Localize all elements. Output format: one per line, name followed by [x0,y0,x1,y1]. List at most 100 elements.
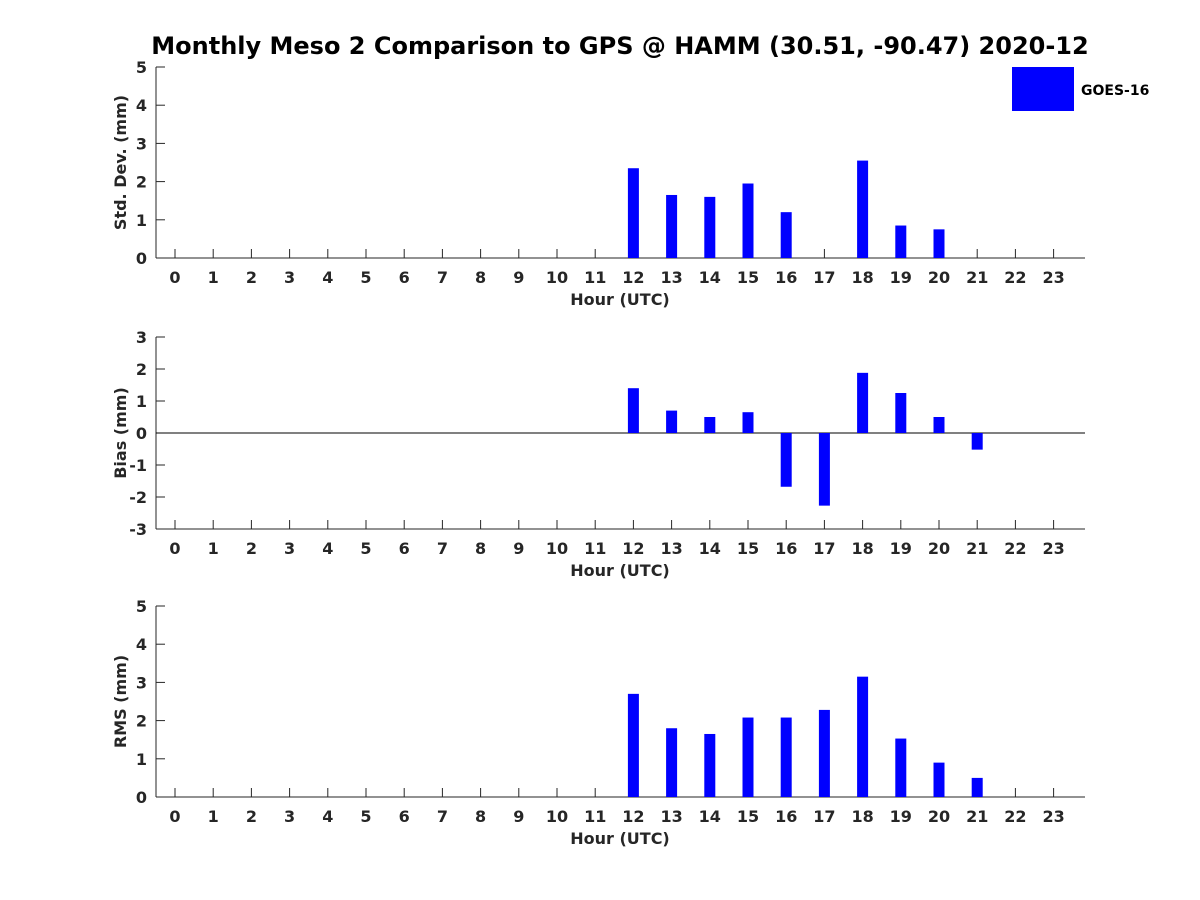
rms-bar-15 [742,717,754,797]
rms-y-tick-label: 2 [136,712,147,731]
stddev-bar-15 [742,183,754,258]
stddev-x-tick-label: 20 [928,268,950,287]
bias-x-tick-label: 4 [322,539,333,558]
rms-x-tick-label: 15 [737,807,759,826]
bias-x-tick-label: 3 [284,539,295,558]
rms-bar-20 [933,762,945,797]
rms-x-tick-label: 19 [890,807,912,826]
stddev-x-tick-label: 7 [437,268,448,287]
stddev-bar-20 [933,229,945,258]
bias-x-tick-label: 12 [622,539,644,558]
rms-bar-13 [666,728,678,797]
rms-x-tick-label: 6 [399,807,410,826]
bias-bar-12 [627,388,639,433]
bias-x-tick-label: 10 [546,539,568,558]
bias-y-tick-label: -1 [129,456,147,475]
figure-title: Monthly Meso 2 Comparison to GPS @ HAMM … [151,32,1088,60]
bias-x-tick-label: 22 [1004,539,1026,558]
stddev-bar-13 [666,194,678,258]
bias-bar-17 [818,433,830,506]
rms-x-tick-label: 22 [1004,807,1026,826]
stddev-x-tick-label: 8 [475,268,486,287]
rms-bar-19 [895,738,907,797]
bias-bar-21 [971,433,983,450]
rms-x-tick-label: 21 [966,807,988,826]
legend-label: GOES-16 [1081,83,1149,99]
rms-x-tick-label: 2 [246,807,257,826]
rms-y-tick-label: 5 [136,597,147,616]
stddev-x-tick-label: 13 [660,268,682,287]
rms-x-tick-label: 3 [284,807,295,826]
rms-x-tick-label: 0 [169,807,180,826]
legend: GOES-16 [1012,67,1149,111]
stddev-y-tick-label: 0 [136,249,147,268]
stddev-x-tick-label: 9 [513,268,524,287]
stddev-x-tick-label: 12 [622,268,644,287]
bias-x-tick-label: 6 [399,539,410,558]
stddev-y-tick-label: 2 [136,173,147,192]
bias-x-tick-label: 9 [513,539,524,558]
rms-x-tick-label: 9 [513,807,524,826]
stddev-x-tick-label: 22 [1004,268,1026,287]
bias-x-tick-label: 20 [928,539,950,558]
bias-x-tick-label: 0 [169,539,180,558]
rms-x-tick-label: 10 [546,807,568,826]
stddev-x-tick-label: 21 [966,268,988,287]
stddev-x-tick-label: 14 [699,268,721,287]
bias-y-tick-label: -2 [129,488,147,507]
bias-x-tick-label: 18 [851,539,873,558]
bias-y-label: Bias (mm) [111,387,130,479]
rms-x-tick-label: 11 [584,807,606,826]
bias-x-tick-label: 16 [775,539,797,558]
bias-x-tick-label: 15 [737,539,759,558]
stddev-x-tick-label: 18 [851,268,873,287]
stddev-bar-14 [704,196,716,258]
rms-x-tick-label: 1 [208,807,219,826]
rms-bar-18 [857,676,869,797]
rms-x-tick-label: 4 [322,807,333,826]
bias-x-tick-label: 8 [475,539,486,558]
bias-y-tick-label: -3 [129,520,147,539]
bias-x-tick-label: 21 [966,539,988,558]
rms-bar-12 [627,693,639,797]
stddev-x-tick-label: 16 [775,268,797,287]
stddev-x-tick-label: 23 [1042,268,1064,287]
stddev-bar-18 [857,160,869,258]
bias-bar-13 [666,410,678,433]
bias-y-tick-label: 2 [136,360,147,379]
rms-x-tick-label: 7 [437,807,448,826]
rms-x-tick-label: 13 [660,807,682,826]
stddev-x-tick-label: 3 [284,268,295,287]
rms-bar-16 [780,717,792,797]
rms-y-tick-label: 0 [136,788,147,807]
rms-bar-17 [818,709,830,797]
rms-x-tick-label: 16 [775,807,797,826]
bias-x-tick-label: 19 [890,539,912,558]
stddev-y-label: Std. Dev. (mm) [111,95,130,230]
stddev-bar-12 [627,168,639,258]
legend-swatch [1012,67,1074,111]
stddev-y-tick-label: 1 [136,211,147,230]
stddev-y-tick-label: 5 [136,58,147,77]
stddev-bar-16 [780,212,792,258]
bias-x-tick-label: 23 [1042,539,1064,558]
bias-x-tick-label: 5 [360,539,371,558]
bias-x-tick-label: 14 [699,539,721,558]
rms-y-tick-label: 4 [136,635,147,654]
bias-bar-14 [704,417,716,433]
rms-x-tick-label: 8 [475,807,486,826]
stddev-x-tick-label: 10 [546,268,568,287]
rms-bar-14 [704,733,716,797]
bias-bar-15 [742,412,754,433]
rms-x-label: Hour (UTC) [570,829,670,848]
bias-x-tick-label: 2 [246,539,257,558]
bias-x-tick-label: 1 [208,539,219,558]
stddev-y-tick-label: 3 [136,134,147,153]
bias-bar-18 [857,372,869,433]
stddev-x-tick-label: 11 [584,268,606,287]
stddev-y-tick-label: 4 [136,96,147,115]
stddev-x-tick-label: 0 [169,268,180,287]
stddev-x-tick-label: 5 [360,268,371,287]
